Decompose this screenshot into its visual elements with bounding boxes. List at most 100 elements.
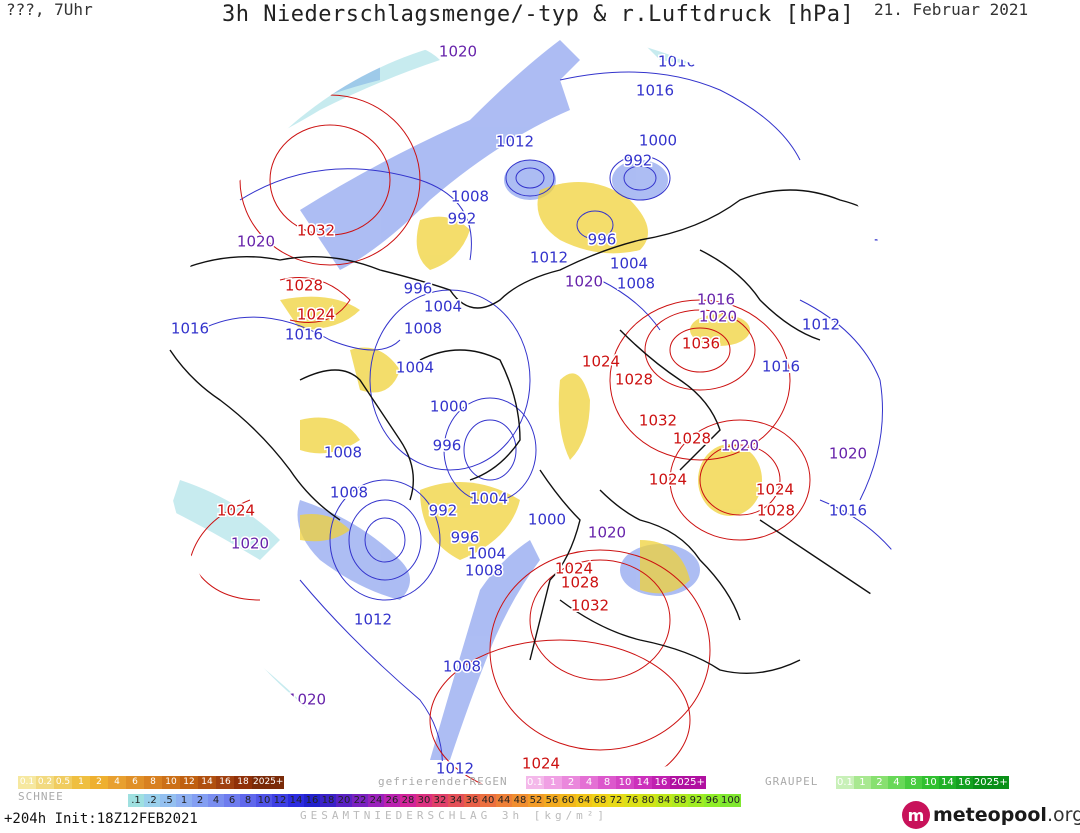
rain-legend-cell: 12: [180, 776, 198, 789]
pressure-label: 992: [448, 210, 477, 228]
rain-legend-cell: 18: [234, 776, 252, 789]
total-legend-cell: 68: [592, 794, 608, 807]
pressure-label: 1024: [217, 502, 255, 520]
pressure-label: 1036: [682, 335, 720, 353]
pressure-label: 1028: [615, 371, 653, 389]
graupel-legend-cell: 2: [870, 776, 888, 789]
total-legend-cell: 12: [272, 794, 288, 807]
graupel-legend: 0.1 1 2 4 8 10 14 16 2025+: [836, 776, 1009, 789]
total-legend-cell: 4: [208, 794, 224, 807]
graupel-legend-cell: 1: [853, 776, 871, 789]
total-legend-cell: 52: [528, 794, 544, 807]
pressure-label: 1004: [468, 545, 506, 563]
total-legend-cell: 56: [544, 794, 560, 807]
pressure-label: 1028: [757, 502, 795, 520]
rain-legend-cell: 16: [216, 776, 234, 789]
total-legend-cell: 30: [416, 794, 432, 807]
total-legend-cell: 72: [608, 794, 624, 807]
pressure-label: 1032: [297, 222, 335, 240]
rain-legend-cell: 6: [126, 776, 144, 789]
pressure-label: 992: [429, 502, 458, 520]
rain-legend-cell: 2: [90, 776, 108, 789]
total-precip-label: GESAMTNIEDERSCHLAG 3h [kg/m²]: [300, 809, 609, 822]
pressure-label: 1016: [873, 227, 911, 245]
pressure-label: 1008: [324, 444, 362, 462]
total-legend-cell: .1: [128, 794, 144, 807]
total-legend-cell: 44: [496, 794, 512, 807]
pressure-label: 1024: [756, 481, 794, 499]
freezing-legend-cell: 0.1: [526, 776, 544, 789]
graupel-legend-cell: 8: [904, 776, 922, 789]
pressure-label: 1032: [571, 597, 609, 615]
freezing-rain-legend: 0.1 1 2 4 8 10 14 16 2025+: [526, 776, 706, 789]
pressure-label: 996: [404, 280, 433, 298]
pressure-label: 1008: [465, 562, 503, 580]
total-legend-cell: 28: [400, 794, 416, 807]
freezing-rain-label: gefrierenderREGEN: [378, 775, 508, 788]
freezing-legend-cell: 14: [634, 776, 652, 789]
pressure-label: 1020: [288, 691, 326, 709]
rain-legend-cell: 2025+: [252, 776, 285, 789]
total-legend-cell: 16: [304, 794, 320, 807]
total-legend-cell: .5: [160, 794, 176, 807]
rain-legend-cell: 14: [198, 776, 216, 789]
pressure-label: 1016: [697, 291, 735, 309]
total-legend-cell: 22: [352, 794, 368, 807]
pressure-label: 992: [624, 152, 653, 170]
valid-date: 21. Februar 2021: [874, 0, 1029, 19]
pressure-label: 1016: [171, 320, 209, 338]
meteopool-logo[interactable]: m meteopool.org: [902, 801, 1080, 829]
freezing-legend-cell: 10: [616, 776, 634, 789]
pressure-label: 996: [433, 437, 462, 455]
total-legend-cell: .2: [144, 794, 160, 807]
pressure-label: 1020: [829, 445, 867, 463]
pressure-label: 1012: [530, 249, 568, 267]
init-time: +204h Init:18Z12FEB2021: [4, 811, 198, 827]
pressure-label: 1020: [231, 535, 269, 553]
pressure-label: 1028: [673, 430, 711, 448]
pressure-label: 1024: [582, 353, 620, 371]
pressure-label: 1024: [649, 471, 687, 489]
total-legend-cell: 6: [224, 794, 240, 807]
pressure-label: 1016: [335, 752, 373, 770]
pressure-label: 1008: [451, 188, 489, 206]
pressure-label: 1028: [561, 574, 599, 592]
freezing-legend-cell: 2025+: [670, 776, 706, 789]
total-legend-cell: 88: [672, 794, 688, 807]
freezing-legend-cell: 16: [652, 776, 670, 789]
freezing-legend-cell: 2: [562, 776, 580, 789]
graupel-legend-cell: 0.1: [836, 776, 854, 789]
total-legend-cell: 64: [576, 794, 592, 807]
total-legend-cell: 20: [336, 794, 352, 807]
total-legend-cell: 80: [640, 794, 656, 807]
total-legend-cell: 26: [384, 794, 400, 807]
total-legend-cell: 34: [448, 794, 464, 807]
pressure-label: 996: [451, 529, 480, 547]
pressure-label: 1020: [439, 43, 477, 61]
total-legend-cell: 8: [240, 794, 256, 807]
total-legend-cell: 84: [656, 794, 672, 807]
pressure-label: 1004: [396, 359, 434, 377]
logo-mark-icon: m: [902, 801, 930, 829]
total-legend-cell: 14: [288, 794, 304, 807]
freezing-legend-cell: 1: [544, 776, 562, 789]
pressure-label: 1032: [639, 412, 677, 430]
total-legend-cell: 24: [368, 794, 384, 807]
pressure-label: 1020: [237, 233, 275, 251]
pressure-label: 1024: [555, 560, 593, 578]
coastlines: [169, 189, 911, 674]
snow-label: SCHNEE: [18, 790, 64, 803]
total-legend-cell: 18: [320, 794, 336, 807]
pressure-label: 1024: [522, 755, 560, 773]
freezing-legend-cell: 8: [598, 776, 616, 789]
total-legend-cell: 36: [464, 794, 480, 807]
pressure-label: 1004: [424, 298, 462, 316]
logo-wordmark: meteopool.org: [933, 804, 1080, 826]
pressure-label: 996: [588, 231, 617, 249]
rain-legend-cell: 4: [108, 776, 126, 789]
freezing-legend-cell: 4: [580, 776, 598, 789]
snow-areas: [260, 40, 700, 760]
rain-legend-cell: 0.5: [54, 776, 72, 789]
rain-legend-cell: 8: [144, 776, 162, 789]
